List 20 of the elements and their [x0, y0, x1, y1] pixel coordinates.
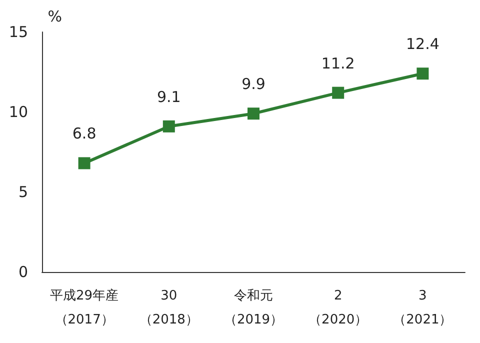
y-axis-title: % — [48, 8, 62, 26]
x-tick-label: 令和元（2019） — [224, 288, 284, 328]
y-tick-label: 15 — [8, 23, 28, 41]
point — [248, 108, 260, 120]
x-tick-label: 2（2020） — [308, 288, 368, 328]
x-tick-label: 3（2021） — [393, 288, 452, 328]
y-tick-label: 10 — [8, 103, 28, 121]
data-label: 9.1 — [156, 88, 181, 106]
y-tick-label: 0 — [18, 263, 28, 281]
point — [162, 120, 175, 132]
x-tick-label: 平成29年産（2017） — [50, 288, 119, 328]
data-label: 9.9 — [242, 75, 266, 94]
data-label: 6.8 — [72, 124, 96, 143]
point — [416, 68, 429, 80]
x-tick-label: 30（2018） — [139, 288, 198, 328]
y-tick-label: 5 — [18, 183, 28, 201]
point — [78, 157, 90, 170]
data-label: 11.2 — [321, 54, 355, 72]
data-label: 12.4 — [406, 35, 440, 54]
point — [332, 86, 344, 99]
